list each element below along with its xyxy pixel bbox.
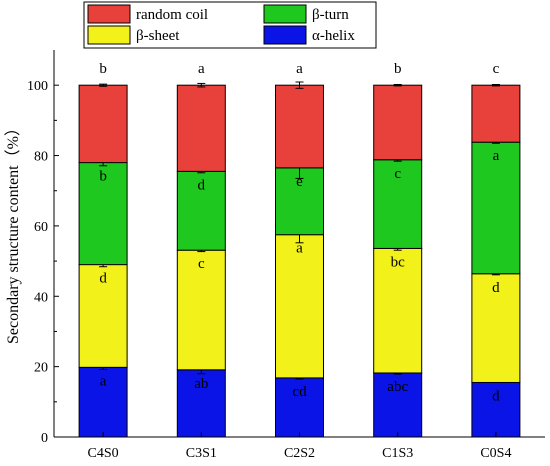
y-tick-label-40: 40 — [34, 290, 48, 305]
sig-letter-sheet-c2s2: a — [296, 241, 303, 257]
sig-letter-helix-c3s1: ab — [194, 376, 208, 392]
bar-turn-c0s4 — [471, 141, 521, 275]
bar-turn-c4s0 — [78, 162, 128, 266]
bar-turn-c3s1 — [176, 170, 226, 251]
legend-swatch-random-coil — [87, 4, 131, 24]
legend: random coil β-turn β-sheet α-helix — [83, 1, 377, 49]
sig-letter-sheet-c3s1: c — [198, 256, 205, 272]
axes-group: 0 20 40 60 80 100 C4S0 C3S1 C2S2 C1S3 C0S4 — [27, 50, 545, 461]
sig-letter-helix-c2s2: cd — [292, 384, 307, 400]
bar-turn-c2s2 — [275, 167, 324, 236]
bar-random-coil-c1s3 — [373, 84, 423, 161]
y-tick-label-20: 20 — [34, 361, 48, 376]
y-tick-label-80: 80 — [34, 150, 48, 165]
legend-label-turn: β-turn — [312, 7, 349, 23]
bar-helix-c3s1 — [176, 369, 226, 438]
bar-random-coil-c0s4 — [471, 84, 521, 143]
sig-letter-sheet-c1s3: bc — [391, 254, 406, 270]
y-tick-label-60: 60 — [34, 220, 48, 235]
sig-letter-helix-c1s3: abc — [387, 379, 408, 395]
sig-letter-random-coil-c1s3: b — [394, 61, 402, 77]
sig-letter-sheet-c0s4: d — [492, 280, 500, 296]
legend-label-random-coil: random coil — [136, 7, 208, 23]
x-tick-label-c1s3: C1S3 — [382, 446, 413, 461]
x-tick-label-c3s1: C3S1 — [186, 446, 217, 461]
bar-helix-c0s4 — [471, 381, 521, 438]
sig-letter-turn-c2s2: e — [296, 174, 303, 190]
sig-letter-random-coil-c3s1: a — [198, 61, 205, 77]
sig-letter-random-coil-c2s2: a — [296, 61, 303, 77]
bar-helix-c1s3 — [373, 372, 423, 438]
sig-letter-turn-c0s4: a — [493, 148, 500, 164]
legend-swatch-sheet — [87, 25, 131, 45]
bar-sheet-c1s3 — [373, 247, 423, 374]
legend-label-helix: α-helix — [312, 28, 355, 44]
sig-letter-turn-c3s1: d — [198, 177, 206, 193]
sig-letter-random-coil-c4s0: b — [99, 61, 107, 77]
legend-box — [83, 1, 377, 49]
x-tick-label-c2s2: C2S2 — [284, 446, 315, 461]
x-tick-label-c0s4: C0S4 — [480, 446, 511, 461]
y-axis-title: Secondary structure content（%） — [4, 120, 22, 344]
bar-random-coil-c3s1 — [176, 84, 226, 172]
bar-sheet-c2s2 — [275, 234, 324, 379]
sig-letter-sheet-c4s0: d — [99, 271, 107, 287]
sig-letter-turn-c1s3: c — [394, 166, 401, 182]
bar-random-coil-c4s0 — [78, 84, 128, 164]
legend-swatch-helix — [263, 25, 307, 45]
y-tick-label-100: 100 — [27, 79, 48, 94]
bar-sheet-c4s0 — [78, 264, 128, 368]
bar-sheet-c3s1 — [176, 249, 226, 371]
legend-swatch-turn — [263, 4, 307, 24]
sig-letter-random-coil-c0s4: c — [493, 61, 500, 77]
bar-random-coil-c2s2 — [275, 84, 324, 169]
sig-letter-helix-c4s0: a — [100, 373, 107, 389]
bar-turn-c1s3 — [373, 159, 423, 249]
y-tick-label-0: 0 — [41, 431, 48, 446]
sig-letter-turn-c4s0: b — [99, 169, 107, 185]
x-tick-label-c4s0: C4S0 — [88, 446, 119, 461]
bar-helix-c2s2 — [275, 377, 324, 438]
legend-label-sheet: β-sheet — [136, 28, 180, 44]
sig-letter-helix-c0s4: d — [492, 388, 500, 404]
